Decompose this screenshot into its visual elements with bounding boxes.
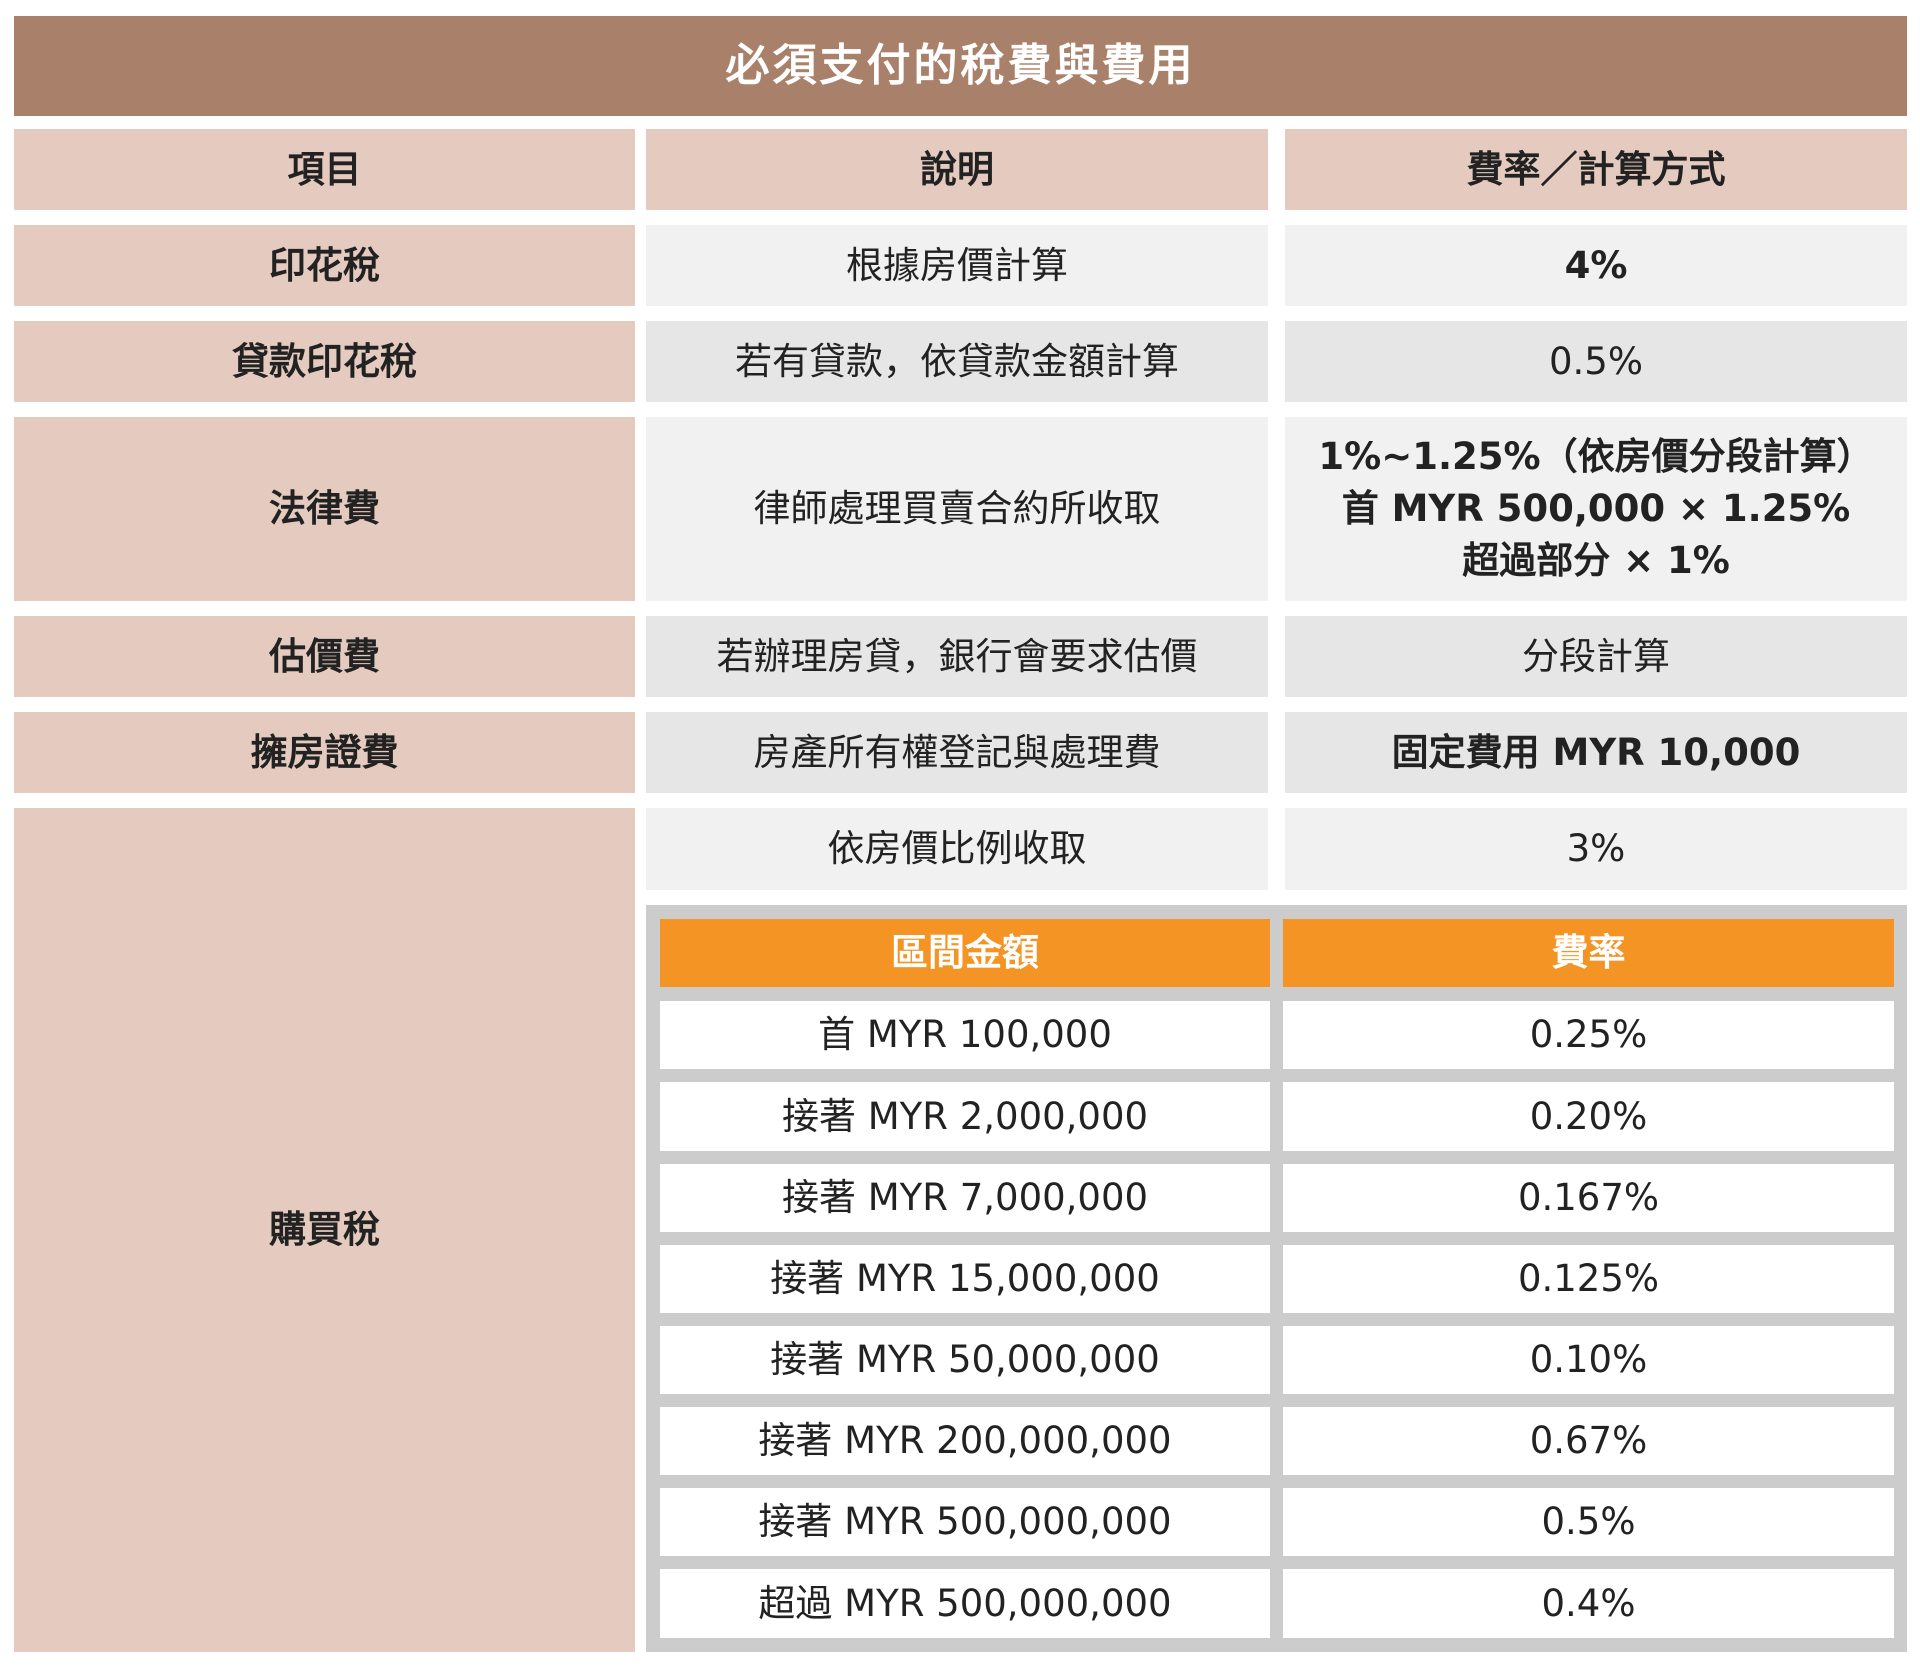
rate-legal-fee-line-1: 1%~1.25%（依房價分段計算） bbox=[1318, 435, 1874, 478]
item-purchase-tax: 購買稅 bbox=[14, 808, 635, 1652]
bracket-rate: 0.20% bbox=[1283, 1082, 1894, 1151]
bracket-amount: 超過 MYR 500,000,000 bbox=[660, 1569, 1270, 1638]
item-valuation-fee: 估價費 bbox=[14, 616, 635, 697]
bracket-rate: 0.25% bbox=[1283, 1001, 1894, 1069]
item-stamp-duty: 印花稅 bbox=[14, 225, 635, 306]
item-legal-fee: 法律費 bbox=[14, 417, 635, 601]
bracket-header-amount: 區間金額 bbox=[660, 919, 1270, 987]
bracket-rate: 0.167% bbox=[1283, 1164, 1894, 1232]
desc-loan-stamp-duty: 若有貸款，依貸款金額計算 bbox=[646, 321, 1268, 402]
bracket-rate: 0.125% bbox=[1283, 1245, 1894, 1313]
bracket-rate: 0.67% bbox=[1283, 1407, 1894, 1475]
bracket-amount: 接著 MYR 7,000,000 bbox=[660, 1164, 1270, 1232]
rate-purchase-tax: 3% bbox=[1285, 808, 1907, 890]
bracket-rate: 0.5% bbox=[1283, 1488, 1894, 1556]
desc-stamp-duty: 根據房價計算 bbox=[646, 225, 1268, 306]
bracket-amount: 接著 MYR 15,000,000 bbox=[660, 1245, 1270, 1313]
desc-purchase-tax: 依房價比例收取 bbox=[646, 808, 1268, 890]
rate-legal-fee: 1%~1.25%（依房價分段計算） 首 MYR 500,000 × 1.25% … bbox=[1285, 417, 1907, 601]
bracket-amount: 接著 MYR 2,000,000 bbox=[660, 1082, 1270, 1151]
rate-title-fee: 固定費用 MYR 10,000 bbox=[1285, 712, 1907, 793]
desc-legal-fee: 律師處理買賣合約所收取 bbox=[646, 417, 1268, 601]
rate-valuation-fee: 分段計算 bbox=[1285, 616, 1907, 697]
rate-legal-fee-line-3: 超過部分 × 1% bbox=[1462, 539, 1730, 582]
header-description: 說明 bbox=[646, 129, 1268, 210]
item-title-fee: 擁房證費 bbox=[14, 712, 635, 793]
bracket-rate: 0.4% bbox=[1283, 1569, 1894, 1638]
header-rate: 費率／計算方式 bbox=[1285, 129, 1907, 210]
bracket-amount: 接著 MYR 50,000,000 bbox=[660, 1326, 1270, 1394]
header-item: 項目 bbox=[14, 129, 635, 210]
bracket-amount: 接著 MYR 200,000,000 bbox=[660, 1407, 1270, 1475]
table-title: 必須支付的稅費與費用 bbox=[14, 16, 1907, 116]
bracket-amount: 接著 MYR 500,000,000 bbox=[660, 1488, 1270, 1556]
item-loan-stamp-duty: 貸款印花稅 bbox=[14, 321, 635, 402]
desc-title-fee: 房產所有權登記與處理費 bbox=[646, 712, 1268, 793]
bracket-amount: 首 MYR 100,000 bbox=[660, 1001, 1270, 1069]
desc-valuation-fee: 若辦理房貸，銀行會要求估價 bbox=[646, 616, 1268, 697]
rate-stamp-duty: 4% bbox=[1285, 225, 1907, 306]
rate-loan-stamp-duty: 0.5% bbox=[1285, 321, 1907, 402]
rate-legal-fee-line-2: 首 MYR 500,000 × 1.25% bbox=[1341, 487, 1851, 530]
bracket-header-rate: 費率 bbox=[1283, 919, 1894, 987]
bracket-rate: 0.10% bbox=[1283, 1326, 1894, 1394]
